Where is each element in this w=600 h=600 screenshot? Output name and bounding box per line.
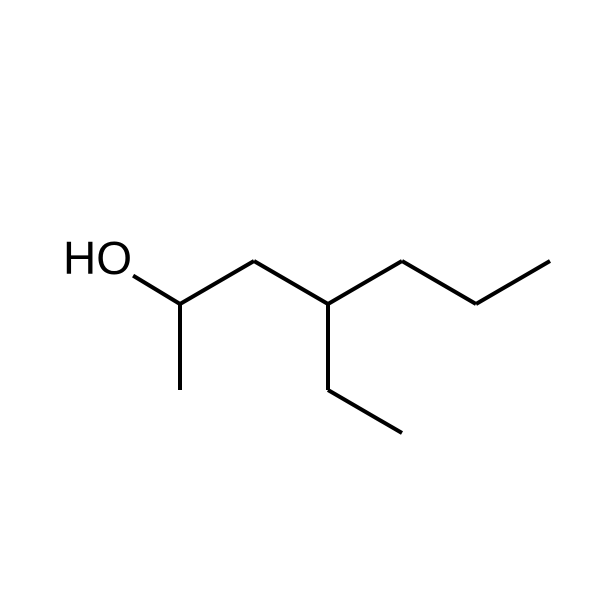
bond — [328, 390, 402, 433]
bond — [476, 261, 550, 304]
bond — [254, 261, 328, 304]
bond — [133, 276, 180, 304]
bond — [402, 261, 476, 304]
molecule-diagram: HO — [0, 0, 600, 600]
bond — [180, 261, 254, 304]
atom-label: HO — [63, 232, 132, 284]
bond — [328, 261, 402, 304]
